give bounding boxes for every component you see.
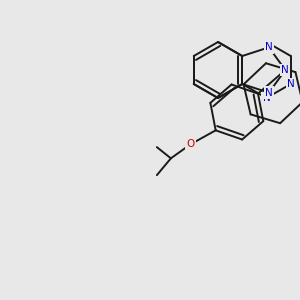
Text: N: N — [265, 88, 273, 98]
Text: N: N — [287, 79, 295, 89]
Text: N: N — [281, 65, 289, 75]
Text: N: N — [262, 93, 270, 103]
Text: N: N — [265, 42, 273, 52]
Text: O: O — [186, 139, 195, 149]
